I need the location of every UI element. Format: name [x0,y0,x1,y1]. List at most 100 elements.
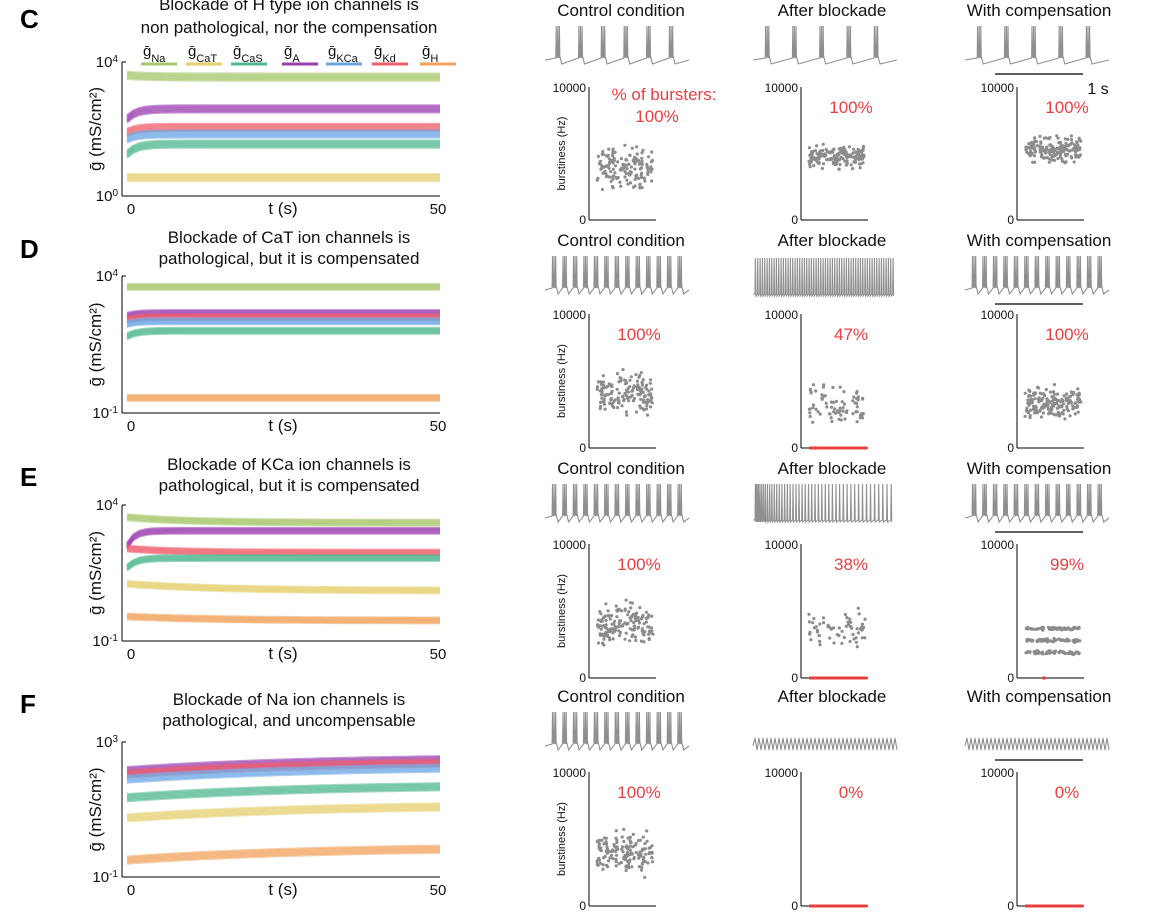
burst-point [603,407,607,411]
burst-point [842,152,846,157]
burst-point [630,393,634,397]
burst-ytick-max: 10000 [765,81,799,95]
burst-point [614,846,618,850]
burst-point [1063,144,1067,149]
percent-bursters-value: 47% [834,325,868,344]
burst-point [646,398,650,402]
burst-point [1078,153,1082,157]
burst-ytick-min: 0 [579,899,586,913]
voltage-trace [544,711,690,752]
burst-point [607,147,611,151]
burst-point [1062,394,1066,398]
percent-bursters-value: 99% [1050,555,1084,574]
burst-point [625,413,629,417]
burst-point [860,622,865,626]
series-CaS [126,326,440,341]
burst-point [855,405,859,409]
burst-point [1065,627,1070,631]
burst-point [855,645,859,649]
x-tick-label-0: 0 [127,418,135,435]
burst-point [648,405,653,409]
burst-point [1051,390,1056,394]
burst-point [647,393,651,397]
burst-point [598,848,602,852]
burst-point [1050,626,1054,630]
burst-point [642,176,647,180]
series-line-KCa [126,129,440,137]
burst-point [622,839,626,844]
burst-point [832,626,836,630]
burst-point [627,852,631,856]
burst-point [1055,392,1060,396]
panel-E: E Blockade of KCa ion channels is patholog… [20,455,446,663]
condition-D-0: Control condition [544,231,690,296]
percent-bursters-value: 0% [839,783,864,802]
burst-ytick-min: 0 [579,671,586,685]
condition-D-2: With compensation [964,231,1112,305]
burst-point [856,631,861,635]
burst-point [1073,638,1077,642]
burst-point [595,178,599,182]
burst-point [628,639,632,643]
series-line-KCa [126,317,440,323]
series-line-KCa [126,131,440,139]
voltage-trace [964,255,1110,296]
burst-point [604,174,609,179]
burst-point [624,631,628,635]
burst-point [598,861,603,866]
burst-point [598,159,603,163]
burst-point [855,391,859,395]
burst-point [863,617,867,621]
burst-point [837,167,841,171]
percent-bursters-value: 100% [1045,98,1088,117]
burst-point [628,181,633,185]
burst-point [850,626,854,630]
burst-point [1051,650,1055,655]
burst-point [612,156,616,160]
burst-point [1041,145,1045,149]
burst-point [644,852,648,856]
burst-point [609,170,613,174]
burst-point [831,385,835,390]
burst-point [600,390,604,394]
burst-point [1063,137,1067,141]
voltage-trace [544,25,690,65]
burst-point [616,176,620,180]
burst-point [1069,138,1074,142]
burst-point [618,630,622,635]
burst-point [1069,390,1073,394]
burst-point [1040,392,1044,396]
burst-point [635,152,639,156]
burst-point [633,615,637,619]
burst-point [640,162,644,166]
burst-point [1065,147,1069,151]
burst-point [622,165,627,169]
condition-title: With compensation [967,231,1112,250]
y-axis-label: ḡ (mS/cm²) [86,767,105,851]
burst-point [1034,408,1038,412]
burst-point [595,387,599,391]
burst-point [824,147,828,152]
burst-point [858,162,862,166]
burst-point [617,862,621,866]
burst-point [1039,415,1043,419]
burst-point [629,841,633,845]
legend-label-Na: ḡNa [143,43,166,65]
series-line-Kd [126,127,440,135]
burst-point [1069,400,1073,405]
burst-point [1027,152,1031,156]
burst-point [610,184,615,189]
burst-point [614,829,618,833]
burst-point [821,162,826,166]
burst-point [601,150,605,154]
burst-point [647,629,652,633]
burst-point [849,620,853,624]
series-line-CaT [126,807,441,821]
burst-point [615,615,619,619]
burst-point [851,151,855,155]
burst-point [643,875,647,879]
burstiness-E-0: 10000 0 burstiness (Hz) 100% [553,538,661,685]
burst-point [815,628,819,632]
burst-point [599,167,603,171]
burst-point [1069,134,1073,138]
